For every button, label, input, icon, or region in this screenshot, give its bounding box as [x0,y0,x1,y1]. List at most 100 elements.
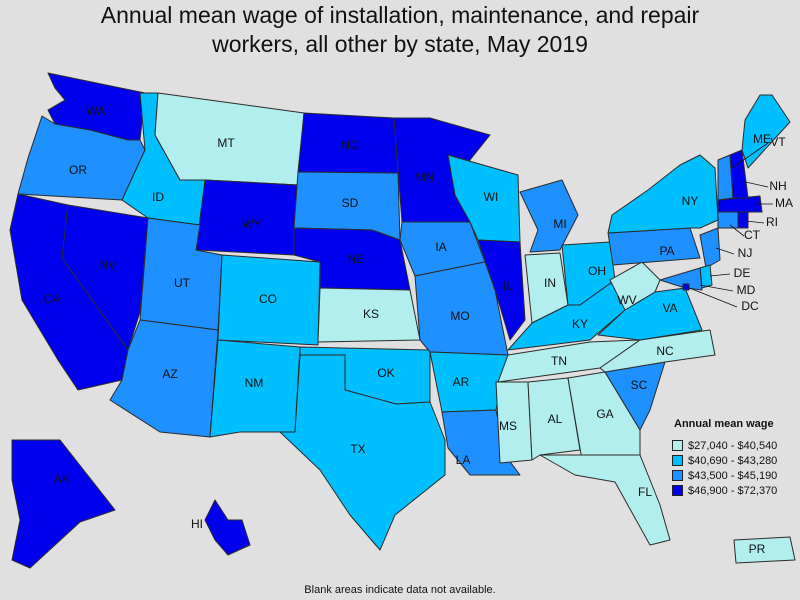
leader-line-de [709,273,731,277]
leader-line-ri [745,220,765,224]
state-label-pa: PA [659,244,674,258]
state-labels: WA OR CA NV ID MT WY UT AZ CO NM ND SD NE KS OK TX MN IA MO… [44,104,793,556]
state-label-mt: MT [217,136,235,150]
state-label-la: LA [456,453,471,467]
state-label-ks: KS [363,307,379,321]
state-il[interactable] [477,239,526,341]
state-label-va: VA [662,301,677,315]
state-pr[interactable] [733,536,796,564]
state-label-ia: IA [435,240,446,254]
legend-item-tier-4: $46,900 - $72,370 [672,483,777,498]
state-label-wa: WA [87,104,106,118]
leader-line-vt [731,142,769,169]
state-label-nc: NC [656,344,674,358]
state-label-mi: MI [553,217,566,231]
legend-swatch-tier-1 [672,440,683,451]
state-az[interactable] [109,319,219,438]
state-label-oh: OH [588,264,606,278]
state-label-id: ID [152,190,164,204]
state-ga[interactable] [567,371,641,461]
legend: Annual mean wage $27,040 - $40,540 $40,6… [672,418,777,498]
state-or[interactable] [17,115,146,201]
state-label-mo: MO [450,309,469,323]
state-mi[interactable] [519,179,579,253]
leader-line-ct [729,224,745,237]
state-label-nj: NJ [738,246,753,260]
leader-line-md [699,284,734,292]
state-wv[interactable] [609,261,661,311]
state-label-az: AZ [162,367,177,381]
legend-item-tier-1: $27,040 - $40,540 [672,438,777,453]
leader-line-nj [715,247,735,255]
state-label-sd: SD [342,196,359,210]
state-nm[interactable] [209,339,301,438]
state-label-ny: NY [682,194,699,208]
map-title: Annual mean wage of installation, mainte… [0,1,800,59]
state-label-ri: RI [766,215,778,229]
state-label-il: IL [503,279,513,293]
state-nh[interactable] [729,149,749,199]
state-label-ma: MA [775,196,793,210]
legend-label-tier-1: $27,040 - $40,540 [688,439,778,452]
map-title-line-1: Annual mean wage of installation, mainte… [100,2,700,28]
state-nj[interactable] [699,227,721,269]
state-label-ms: MS [499,419,517,433]
state-label-dc: DC [741,299,759,313]
leader-line-dc [686,286,738,308]
state-label-co: CO [259,292,277,306]
state-label-in: IN [544,276,556,290]
state-ct[interactable] [717,211,739,229]
state-label-pr: PR [749,542,766,556]
state-label-ar: AR [453,375,470,389]
state-label-ak: AK [54,472,70,486]
state-ny[interactable] [607,154,719,234]
state-fl[interactable] [539,454,671,546]
state-al[interactable] [527,377,581,461]
state-label-ky: KY [572,317,588,331]
state-label-mn: MN [416,170,435,184]
legend-label-tier-2: $40,690 - $43,280 [688,454,778,467]
state-ri[interactable] [737,211,749,229]
state-label-nh: NH [769,179,786,193]
legend-swatch-tier-3 [672,470,683,481]
state-hi[interactable] [204,499,251,556]
state-pa[interactable] [607,227,701,266]
legend-label-tier-4: $46,900 - $72,370 [688,484,778,497]
legend-swatch-tier-4 [672,485,683,496]
state-label-nd: ND [341,138,359,152]
state-label-vt: VT [770,135,786,149]
state-tx[interactable] [279,354,446,551]
state-label-hi: HI [191,517,203,531]
leader-line-nh [740,180,769,188]
state-label-al: AL [548,412,563,426]
state-label-sc: SC [631,378,648,392]
footnote: Blank areas indicate data not available. [304,584,496,596]
state-me[interactable] [741,94,791,169]
state-label-nv: NV [100,258,117,272]
state-label-de: DE [734,266,751,280]
state-label-or: OR [69,163,87,177]
state-label-fl: FL [638,485,652,499]
state-label-wv: WV [617,293,636,307]
state-label-tx: TX [350,442,365,456]
state-label-md: MD [737,283,756,297]
state-label-ct: CT [744,228,761,242]
state-label-ga: GA [596,407,613,421]
state-shapes [9,72,796,569]
legend-title: Annual mean wage [674,418,774,430]
state-md[interactable] [659,267,703,291]
state-label-ok: OK [377,366,394,380]
legend-item-tier-2: $40,690 - $43,280 [672,453,777,468]
state-label-ut: UT [174,276,191,290]
state-ak[interactable] [11,439,116,569]
state-label-ca: CA [44,292,61,306]
map-title-line-2: workers, all other by state, May 2019 [212,31,588,57]
legend-swatch-tier-2 [672,455,683,466]
state-label-wy: WY [242,217,261,231]
state-co[interactable] [217,254,321,346]
state-nv[interactable] [61,204,149,351]
state-dc[interactable] [682,283,690,291]
state-label-tn: TN [551,354,567,368]
legend-item-tier-3: $43,500 - $45,190 [672,468,777,483]
